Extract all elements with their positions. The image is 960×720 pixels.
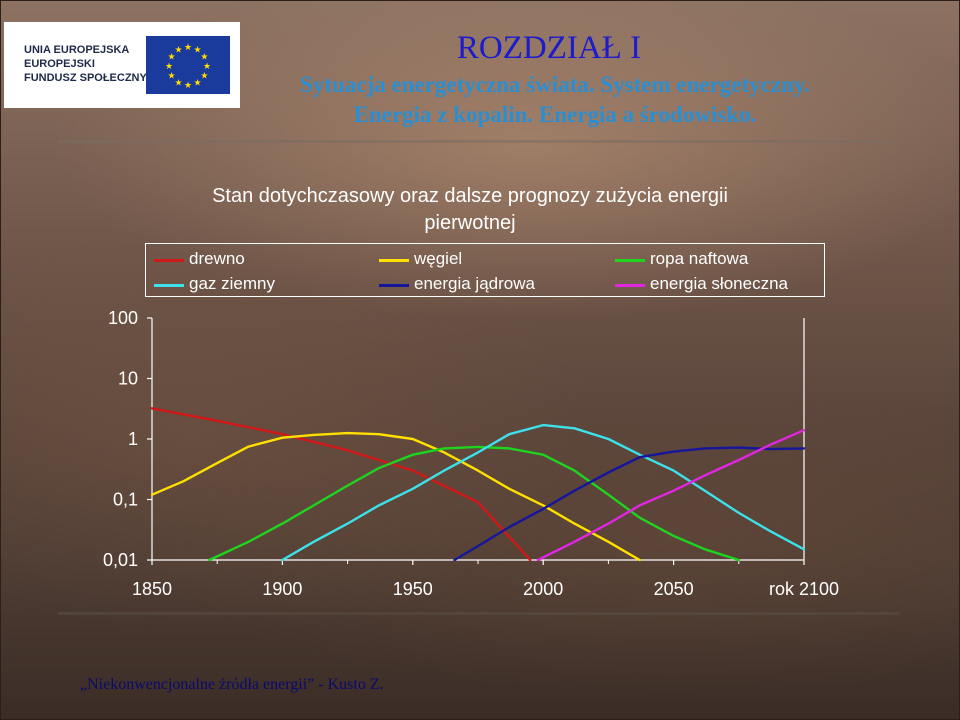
eu-flag-icon: ★ ★★★★★★★★★★★ — [146, 36, 230, 94]
chapter-title: ROZDZIAŁ I — [456, 30, 642, 66]
header-divider — [58, 140, 900, 143]
y-tick-label: 1 — [128, 429, 138, 449]
legend-swatch — [615, 284, 645, 287]
logo-line-3: FUNDUSZ SPOŁECZNY — [24, 72, 147, 84]
eu-star-icon: ★ — [200, 72, 208, 82]
series-line-drewno — [150, 407, 532, 562]
legend-swatch — [379, 259, 409, 262]
x-tick-label: 2000 — [523, 579, 563, 599]
eu-star-icon: ★ — [184, 43, 192, 53]
chapter-subtitle: Sytuacja energetyczna świata. System ene… — [255, 70, 855, 130]
footer-citation: „Niekonwencjonalne źródła energii” - Kus… — [80, 676, 384, 693]
series-line-gaz-ziemny — [281, 423, 806, 562]
chart-title-line-1: Stan dotychczasowy oraz dalsze prognozy … — [212, 185, 728, 207]
eu-star-icon: ★ — [168, 72, 176, 82]
eu-star-icon: ★ — [193, 78, 201, 88]
y-tick-label: 0,1 — [113, 490, 138, 510]
logo-line-1: UNIA EUROPEJSKA — [24, 44, 130, 56]
eu-logo: UNIA EUROPEJSKA EUROPEJSKI FUNDUSZ SPOŁE… — [4, 22, 240, 108]
eu-star-icon: ★ — [168, 53, 176, 63]
legend-label: ropa naftowa — [650, 249, 749, 268]
legend-swatch — [379, 284, 409, 287]
x-tick-label: 1950 — [393, 579, 433, 599]
series-line-ropa-naftowa — [208, 445, 740, 562]
legend-label: gaz ziemny — [189, 274, 275, 293]
eu-star-icon: ★ — [165, 62, 173, 72]
y-tick-label: 100 — [108, 308, 138, 328]
footer-divider — [58, 612, 900, 615]
logo-line-2: EUROPEJSKI — [24, 58, 95, 70]
y-tick-label: 0,01 — [103, 550, 138, 570]
legend-swatch — [615, 259, 645, 262]
x-tick-label: 1900 — [262, 579, 302, 599]
legend-label: drewno — [189, 249, 245, 268]
subtitle-line-2: Energia z kopalin. Energia a środowisko. — [353, 102, 757, 127]
x-tick-label: 2050 — [654, 579, 694, 599]
x-tick-label: 1850 — [132, 579, 172, 599]
eu-star-icon: ★ — [184, 81, 192, 91]
legend-label: energia jądrowa — [414, 274, 535, 293]
chart-title: Stan dotychczasowy oraz dalsze prognozy … — [150, 183, 790, 237]
x-tick-label: rok 2100 — [769, 579, 839, 599]
legend-swatch — [154, 284, 184, 287]
chart-title-line-2: pierwotnej — [424, 212, 516, 234]
legend-swatch — [154, 259, 184, 262]
legend-label: węgiel — [414, 249, 463, 268]
eu-logo-text: UNIA EUROPEJSKA EUROPEJSKI FUNDUSZ SPOŁE… — [24, 43, 147, 85]
eu-star-icon: ★ — [174, 46, 182, 56]
legend-label: energia słoneczna — [650, 274, 788, 293]
y-tick-label: 10 — [118, 369, 138, 389]
eu-star-icon: ★ — [193, 46, 201, 56]
eu-star-icon: ★ — [174, 78, 182, 88]
eu-star-icon: ★ — [200, 53, 208, 63]
subtitle-line-1: Sytuacja energetyczna świata. System ene… — [300, 72, 810, 97]
series-line-energia-jądrowa — [453, 446, 806, 562]
chart-legend: drewno węgiel ropa naftowa gaz ziemny en… — [145, 243, 825, 297]
series-line-węgiel — [150, 431, 641, 562]
eu-star-icon: ★ — [203, 62, 211, 72]
series-line-energia-słoneczna — [536, 429, 806, 562]
